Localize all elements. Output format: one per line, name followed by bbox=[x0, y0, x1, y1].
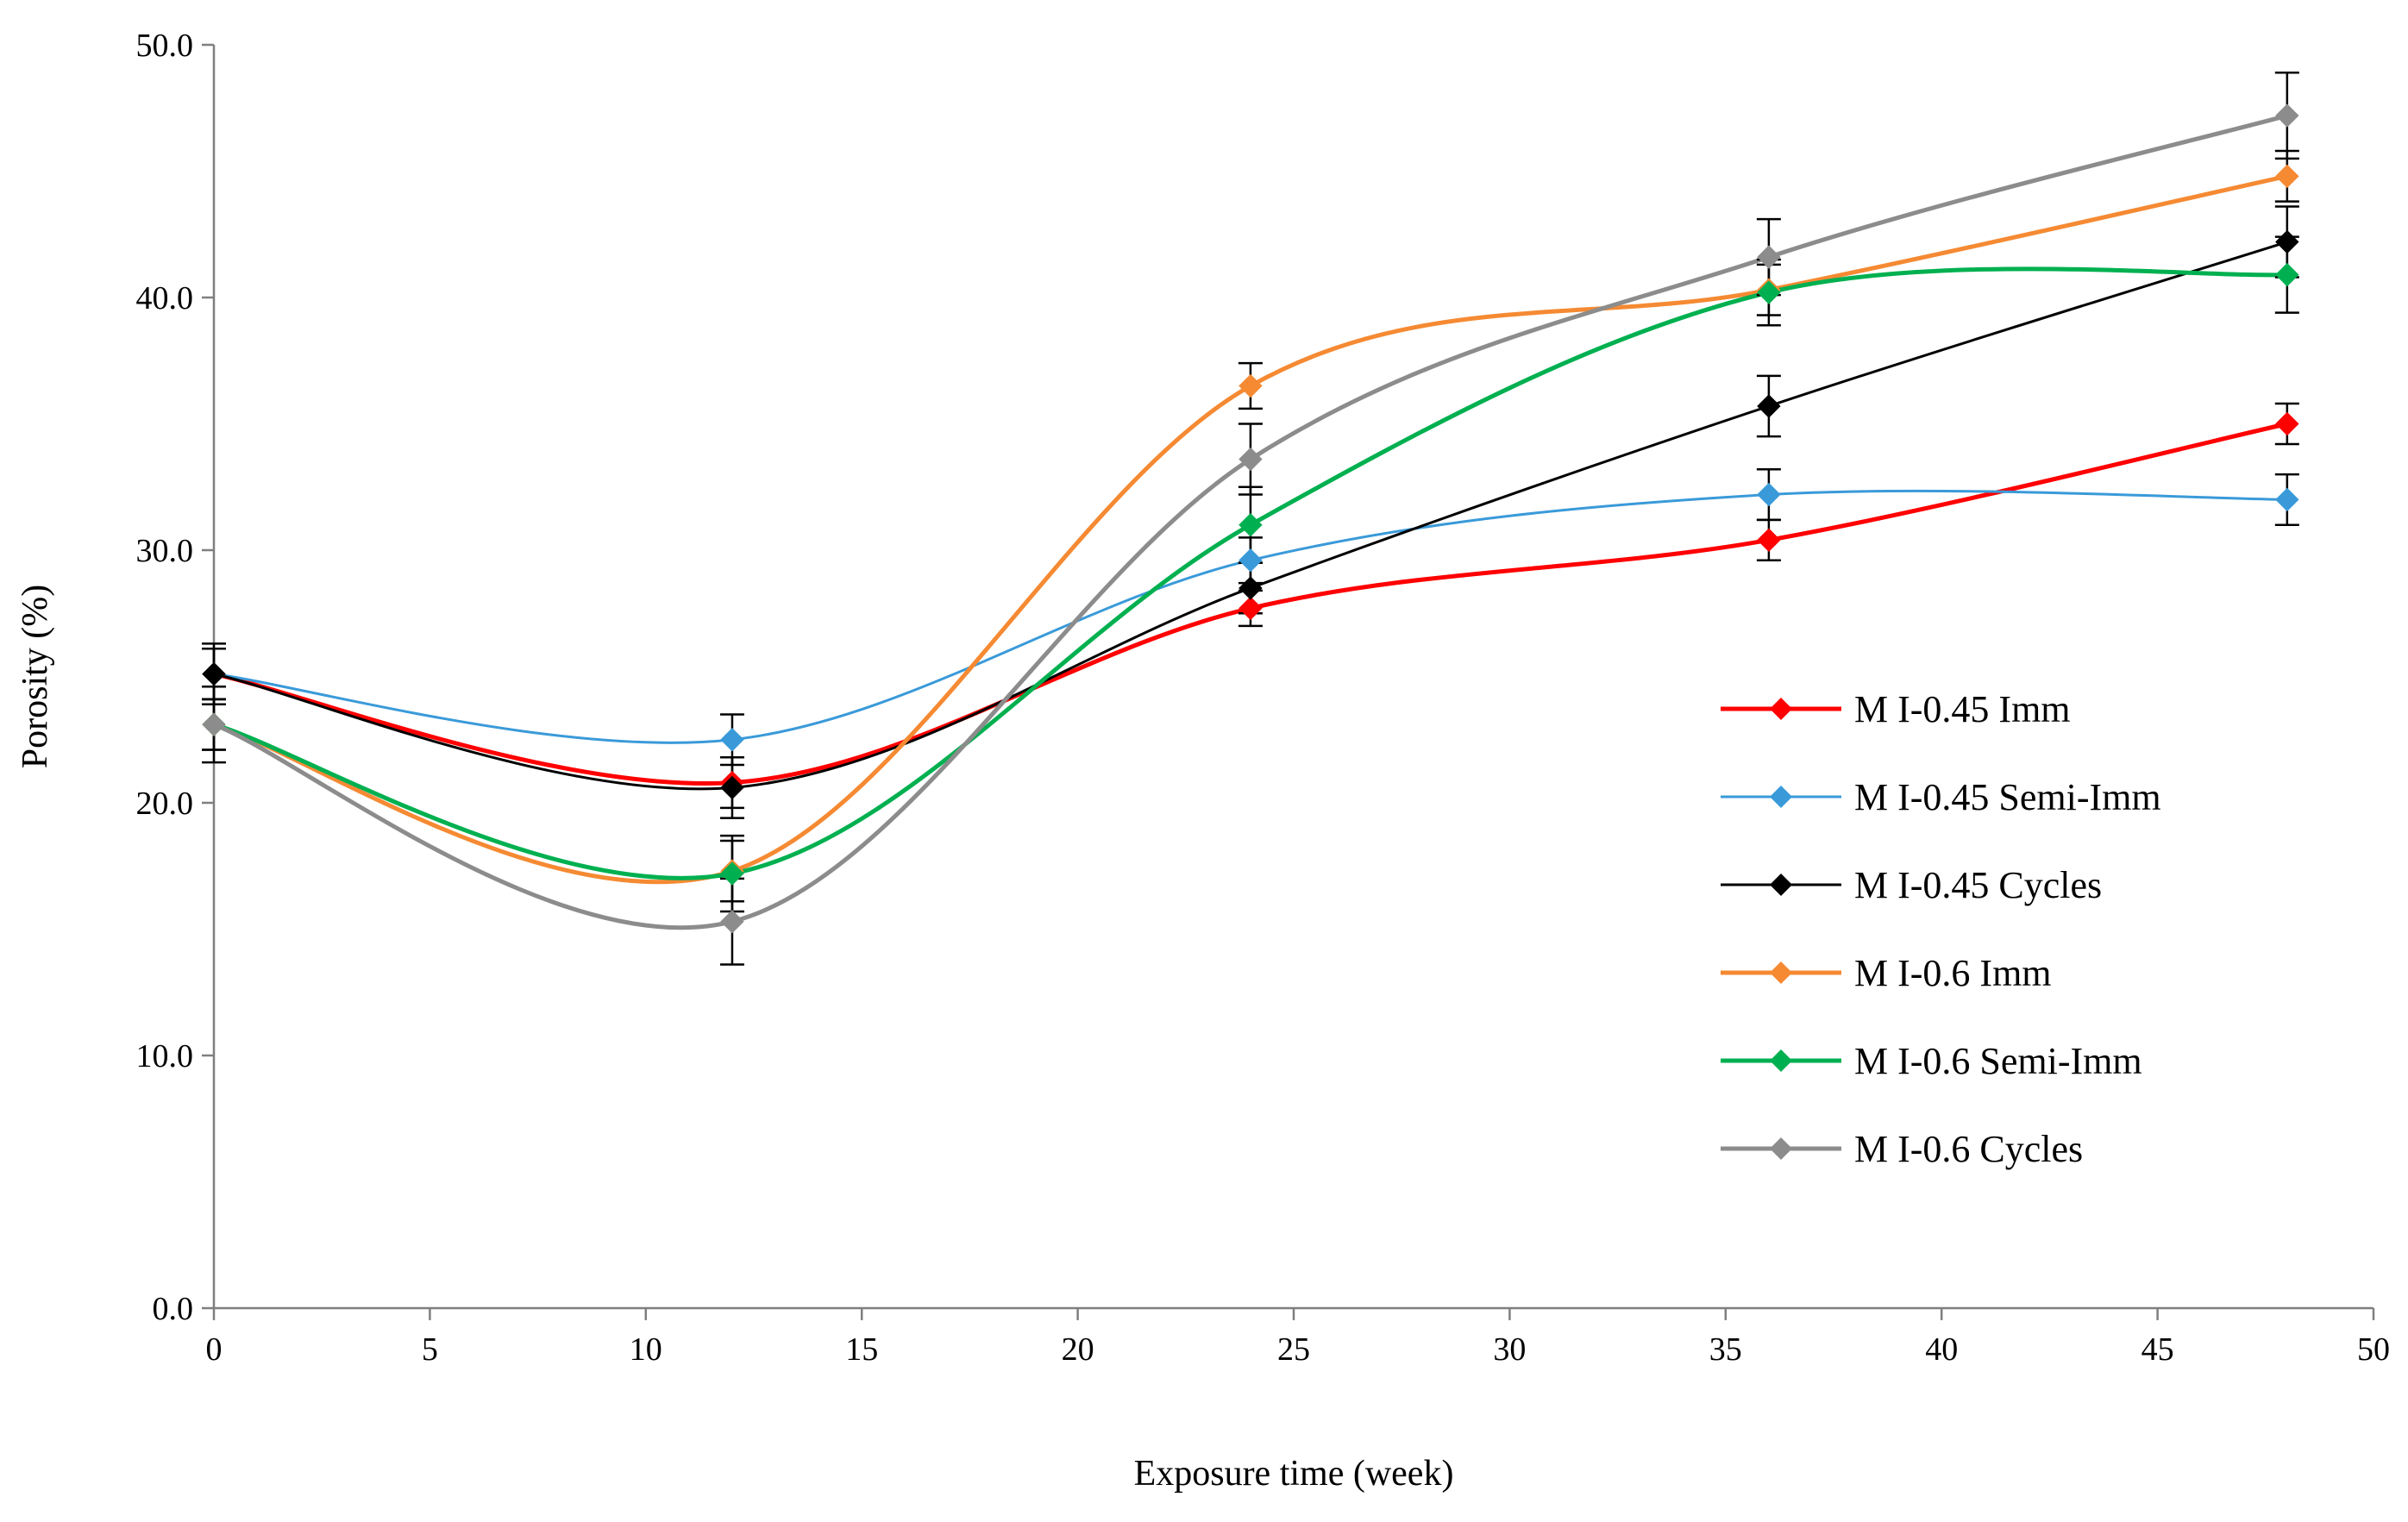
data-point-m-i-0-6-semi-imm bbox=[1238, 512, 1263, 537]
data-markers bbox=[202, 103, 2299, 934]
data-point-m-i-0-45-cycles bbox=[202, 661, 226, 686]
series-lines bbox=[213, 113, 2288, 930]
legend-item-m-i-0-6-semi-imm: M I-0.6 Semi-Imm bbox=[1721, 1040, 2142, 1082]
data-point-m-i-0-6-semi-imm bbox=[2275, 262, 2299, 287]
y-tick-label: 40.0 bbox=[136, 280, 194, 316]
y-tick-label: 0.0 bbox=[153, 1291, 194, 1327]
y-axis-ticks: 0.0 10.0 20.0 30.0 40.0 50.0 bbox=[136, 28, 214, 1327]
x-tick-label: 5 bbox=[422, 1331, 438, 1368]
y-tick-label: 10.0 bbox=[136, 1038, 194, 1074]
x-tick-label: 25 bbox=[1277, 1331, 1310, 1368]
legend-item-m-i-0-45-cycles: M I-0.45 Cycles bbox=[1721, 864, 2102, 906]
legend-marker bbox=[1770, 1137, 1792, 1160]
x-tick-label: 45 bbox=[2141, 1331, 2174, 1368]
data-point-m-i-0-6-semi-imm bbox=[1757, 280, 1781, 304]
legend-item-m-i-0-6-imm: M I-0.6 Imm bbox=[1721, 952, 2052, 994]
legend-label: M I-0.6 Imm bbox=[1854, 952, 2052, 994]
data-point-m-i-0-6-cycles bbox=[202, 712, 226, 736]
legend-marker bbox=[1770, 1049, 1792, 1072]
data-point-m-i-0-45-cycles bbox=[1757, 394, 1781, 418]
y-axis-title: Porosity (%) bbox=[16, 585, 55, 769]
legend-label: M I-0.6 Semi-Imm bbox=[1854, 1040, 2142, 1082]
legend-label: M I-0.45 Cycles bbox=[1854, 864, 2102, 906]
data-point-m-i-0-45-cycles bbox=[2275, 229, 2299, 254]
legend-marker bbox=[1770, 961, 1792, 984]
legend-item-m-i-0-45-imm: M I-0.45 Imm bbox=[1721, 688, 2071, 730]
legend-item-m-i-0-6-cycles: M I-0.6 Cycles bbox=[1721, 1128, 2083, 1170]
series-line-m-i-0-6-imm bbox=[213, 173, 2288, 885]
legend-marker bbox=[1770, 874, 1792, 896]
legend-label: M I-0.45 Semi-Imm bbox=[1854, 776, 2161, 818]
series-line-m-i-0-6-semi-imm bbox=[213, 266, 2287, 880]
data-point-m-i-0-45-cycles bbox=[1238, 576, 1263, 600]
x-tick-label: 10 bbox=[630, 1331, 662, 1368]
legend-marker bbox=[1770, 786, 1792, 808]
series-line-m-i-0-6-cycles bbox=[213, 113, 2288, 930]
legend-marker bbox=[1770, 698, 1792, 720]
data-point-m-i-0-6-imm bbox=[2275, 164, 2299, 189]
x-axis-ticks: 0 5 10 15 20 25 30 35 40 45 50 bbox=[206, 1308, 2390, 1368]
legend-item-m-i-0-45-semi-imm: M I-0.45 Semi-Imm bbox=[1721, 776, 2161, 818]
data-point-m-i-0-6-cycles bbox=[2275, 103, 2299, 128]
data-point-m-i-0-45-cycles bbox=[720, 775, 744, 800]
y-tick-label: 20.0 bbox=[136, 786, 194, 822]
data-point-m-i-0-45-imm bbox=[2275, 411, 2299, 436]
x-axis-title: Exposure time (week) bbox=[1134, 1454, 1454, 1494]
legend-label: M I-0.45 Imm bbox=[1854, 688, 2071, 730]
x-tick-label: 20 bbox=[1062, 1331, 1094, 1368]
x-tick-label: 15 bbox=[845, 1331, 878, 1368]
x-tick-label: 35 bbox=[1709, 1331, 1742, 1368]
x-tick-label: 40 bbox=[1925, 1331, 1958, 1368]
x-tick-label: 30 bbox=[1493, 1331, 1526, 1368]
data-point-m-i-0-45-imm bbox=[1757, 528, 1781, 552]
data-point-m-i-0-45-semi-imm bbox=[720, 728, 744, 752]
data-point-m-i-0-6-cycles bbox=[1757, 245, 1781, 269]
data-point-m-i-0-45-imm bbox=[1238, 596, 1263, 621]
data-point-m-i-0-6-semi-imm bbox=[720, 861, 744, 886]
data-point-m-i-0-6-imm bbox=[1238, 373, 1263, 398]
x-tick-label: 50 bbox=[2357, 1331, 2390, 1368]
data-point-m-i-0-45-semi-imm bbox=[1757, 482, 1781, 507]
data-point-m-i-0-6-cycles bbox=[1238, 447, 1263, 472]
x-tick-label: 0 bbox=[206, 1331, 223, 1368]
data-point-m-i-0-6-cycles bbox=[720, 910, 744, 934]
legend: M I-0.45 Imm M I-0.45 Semi-Imm M I-0.45 Cy… bbox=[1721, 688, 2161, 1170]
data-point-m-i-0-45-semi-imm bbox=[2275, 487, 2299, 512]
y-tick-label: 50.0 bbox=[136, 28, 194, 64]
data-point-m-i-0-45-semi-imm bbox=[1238, 548, 1263, 573]
y-tick-label: 30.0 bbox=[136, 533, 194, 569]
legend-label: M I-0.6 Cycles bbox=[1854, 1128, 2083, 1170]
